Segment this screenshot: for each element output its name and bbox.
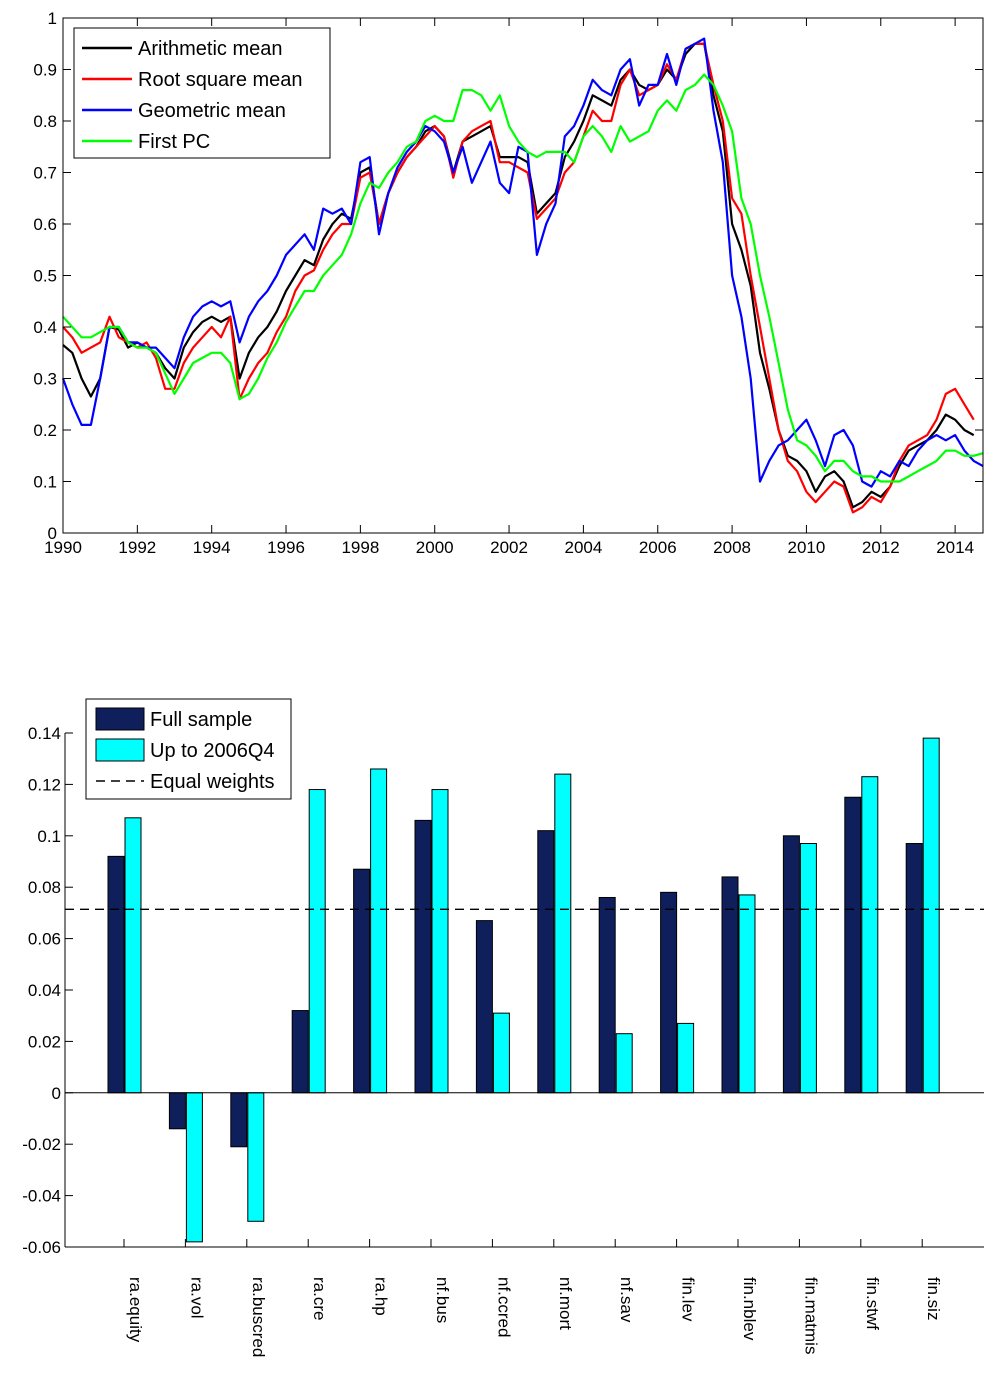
x-tick-label: fin.matmis: [801, 1277, 820, 1354]
y-tick-label: -0.02: [22, 1135, 61, 1154]
x-tick-label: nf.ccred: [494, 1277, 513, 1337]
bar-up-to-2006q4: [247, 1092, 265, 1222]
y-tick-label: -0.04: [22, 1187, 61, 1206]
x-tick-label: 2002: [490, 538, 528, 557]
y-tick-label: -0.06: [22, 1238, 61, 1257]
y-tick-label: 0.4: [33, 318, 57, 337]
bar-full-sample: [905, 843, 923, 1094]
legend-swatch: [95, 707, 145, 731]
bar-full-sample: [844, 796, 862, 1094]
legend-label: Equal weights: [150, 771, 275, 793]
x-tick-label: nf.bus: [433, 1277, 452, 1323]
bar-full-sample: [598, 896, 616, 1094]
legend-label: First PC: [138, 131, 210, 153]
y-tick-label: 0.02: [28, 1032, 61, 1051]
legend-label: Root square mean: [138, 69, 303, 91]
x-tick-label: 2000: [416, 538, 454, 557]
y-tick-label: 0.04: [28, 981, 61, 1000]
legend-box: [73, 27, 331, 159]
y-tick-label: 0.5: [33, 267, 57, 286]
bar-up-to-2006q4: [615, 1033, 633, 1094]
bar-up-to-2006q4: [492, 1012, 510, 1094]
bar-full-sample: [291, 1010, 309, 1094]
series-line-1: [62, 42, 975, 514]
x-tick-label: 1994: [193, 538, 231, 557]
x-tick-label: 2008: [713, 538, 751, 557]
x-tick-label: 1990: [44, 538, 82, 557]
y-tick-label: 0.1: [37, 827, 61, 846]
x-tick-label: 2004: [564, 538, 602, 557]
x-tick-label: 2006: [639, 538, 677, 557]
x-tick-label: fin.siz: [924, 1277, 943, 1320]
x-tick-label: 1998: [341, 538, 379, 557]
series-line-0: [62, 42, 975, 509]
bar-up-to-2006q4: [677, 1022, 695, 1094]
bar-up-to-2006q4: [922, 737, 940, 1094]
y-tick-label: 0.6: [33, 215, 57, 234]
bar-up-to-2006q4: [738, 894, 756, 1094]
y-tick-label: 0.08: [28, 878, 61, 897]
bar-up-to-2006q4: [554, 773, 572, 1094]
bar-full-sample: [537, 830, 555, 1094]
legend-label: Geometric mean: [138, 100, 286, 122]
y-tick-label: 0: [48, 524, 57, 543]
x-tick-label: ra.buscred: [249, 1277, 268, 1357]
legend-label: Arithmetic mean: [138, 38, 283, 60]
line-series-group: [61, 37, 984, 514]
y-tick-label: 0.2: [33, 421, 57, 440]
x-tick-label: nf.sav: [617, 1277, 636, 1323]
legend: Arithmetic mean Root square mean Geometric…: [73, 27, 331, 159]
y-tick-label: 0.8: [33, 112, 57, 131]
bar-full-sample: [168, 1092, 186, 1130]
y-tick-label: 1: [48, 9, 57, 28]
x-tick-label: 2012: [862, 538, 900, 557]
y-tick-label: 0.1: [33, 473, 57, 492]
axes: -0.06 -0.04 -0.02 0 0.02 0.04 0.06 0.08 0.1 0.12 0…: [22, 724, 984, 1357]
bar-full-sample: [353, 868, 371, 1094]
legend-label: Up to 2006Q4: [150, 740, 275, 762]
bar-up-to-2006q4: [799, 843, 817, 1094]
x-tick-label: 2014: [936, 538, 974, 557]
x-tick-label: nf.mort: [556, 1277, 575, 1330]
bar-up-to-2006q4: [308, 789, 326, 1094]
y-tick-label: 0.06: [28, 930, 61, 949]
legend-label: Full sample: [150, 709, 252, 731]
x-tick-label: 2010: [788, 538, 826, 557]
y-tick-label: 0.9: [33, 61, 57, 80]
x-tick-label: fin.nblev: [740, 1277, 759, 1341]
y-tick-label: 0: [52, 1084, 61, 1103]
series-line-2: [61, 37, 984, 488]
series-line-3: [62, 73, 984, 483]
bar-full-sample: [414, 819, 432, 1094]
bar-up-to-2006q4: [370, 768, 388, 1094]
x-tick-label: 1992: [118, 538, 156, 557]
x-tick-label: 1996: [267, 538, 305, 557]
bar-full-sample: [475, 920, 493, 1094]
x-tick-label: ra.vol: [187, 1277, 206, 1319]
y-tick-label: 0.12: [28, 775, 61, 794]
legend-swatch: [95, 738, 145, 762]
bar-full-sample: [107, 855, 125, 1094]
bar-full-sample: [782, 835, 800, 1094]
y-tick-label: 0.14: [28, 724, 61, 743]
x-tick-label: ra.hp: [372, 1277, 391, 1316]
bar-chart: -0.06 -0.04 -0.02 0 0.02 0.04 0.06 0.08 0.1 0.12 0…: [22, 698, 984, 1357]
bar-full-sample: [230, 1092, 248, 1148]
line-chart: 1990 1992 1994 1996 1998 2000 2002 2004 2006 2008…: [33, 9, 984, 557]
x-tick-label: ra.equity: [126, 1277, 145, 1343]
legend: Full sample Up to 2006Q4 Equal weights: [85, 698, 292, 800]
bar-full-sample: [660, 891, 678, 1094]
axes: 1990 1992 1994 1996 1998 2000 2002 2004 2006 2008…: [33, 9, 983, 557]
bar-up-to-2006q4: [431, 789, 449, 1094]
bar-group: [107, 737, 940, 1243]
y-tick-label: 0.7: [33, 164, 57, 183]
bar-up-to-2006q4: [124, 817, 142, 1094]
x-tick-label: fin.stwf: [863, 1277, 882, 1330]
y-tick-label: 0.3: [33, 370, 57, 389]
bar-up-to-2006q4: [185, 1092, 203, 1243]
bar-up-to-2006q4: [861, 776, 879, 1094]
x-tick-label: fin.lev: [679, 1277, 698, 1322]
x-tick-label: ra.cre: [310, 1277, 329, 1320]
